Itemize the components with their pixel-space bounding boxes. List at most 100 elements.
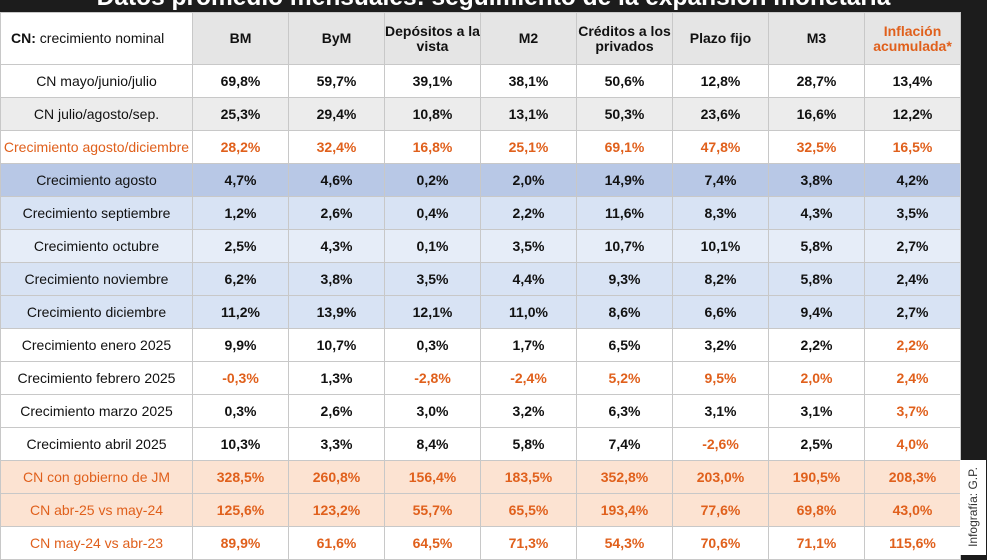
table-cell: 7,4% <box>576 427 673 461</box>
table-row: Crecimiento febrero 2025 -0,3% 1,3% -2,8% -2… <box>0 361 961 395</box>
table-row: CN abr-25 vs may-24 125,6% 123,2% 55,7% 65,5… <box>0 493 961 527</box>
table-cell: 2,7% <box>864 229 961 263</box>
table-cell: 10,7% <box>288 328 385 362</box>
table-cell: 3,8% <box>768 163 865 197</box>
table-cell: 3,8% <box>288 262 385 296</box>
col-header-m2: M2 <box>480 12 577 65</box>
table-row: Crecimiento abril 2025 10,3% 3,3% 8,4% 5,8% 7… <box>0 427 961 461</box>
monetary-table: CN: crecimiento nominal BM ByM Depósitos… <box>0 12 961 560</box>
table-row: Crecimiento agosto 4,7% 4,6% 0,2% 2,0% 14,9% 7… <box>0 163 961 197</box>
table-cell: 1,7% <box>480 328 577 362</box>
table-cell: 8,2% <box>672 262 769 296</box>
table-row: Crecimiento enero 2025 9,9% 10,7% 0,3% 1,7% 6… <box>0 328 961 362</box>
infografia-credit: Infografía: G.P. <box>966 467 980 547</box>
table-cell: 5,2% <box>576 361 673 395</box>
table-cell: 0,3% <box>384 328 481 362</box>
table-cell: 13,4% <box>864 64 961 98</box>
col-header-bym: ByM <box>288 12 385 65</box>
table-cell: 3,3% <box>288 427 385 461</box>
table-cell: 23,6% <box>672 97 769 131</box>
table-cell: 0,4% <box>384 196 481 230</box>
table-cell: 6,3% <box>576 394 673 428</box>
table-cell: 190,5% <box>768 460 865 494</box>
table-cell: 28,7% <box>768 64 865 98</box>
table-cell: 193,4% <box>576 493 673 527</box>
page-title: Datos promedio mensuales: seguimiento de… <box>10 0 977 12</box>
table-cell: 12,2% <box>864 97 961 131</box>
table-cell: 4,3% <box>768 196 865 230</box>
table-cell: 2,4% <box>864 361 961 395</box>
table-cell: 4,4% <box>480 262 577 296</box>
col-header-plazo-fijo: Plazo fijo <box>672 12 769 65</box>
row-label: Crecimiento enero 2025 <box>0 328 193 362</box>
table-cell: 6,5% <box>576 328 673 362</box>
table-cell: 2,6% <box>288 196 385 230</box>
table-cell: 9,5% <box>672 361 769 395</box>
table-cell: 3,0% <box>384 394 481 428</box>
table-cell: 2,5% <box>192 229 289 263</box>
table-cell: 71,3% <box>480 526 577 560</box>
table-cell: 2,2% <box>480 196 577 230</box>
table-row: CN julio/agosto/sep. 25,3% 29,4% 10,8% 13,1%… <box>0 97 961 131</box>
table-cell: 69,1% <box>576 130 673 164</box>
table-cell: 11,2% <box>192 295 289 329</box>
table-cell: 4,0% <box>864 427 961 461</box>
table-cell: 5,8% <box>768 229 865 263</box>
table-cell: 352,8% <box>576 460 673 494</box>
table-cell: 14,9% <box>576 163 673 197</box>
table-cell: 183,5% <box>480 460 577 494</box>
table-cell: 4,6% <box>288 163 385 197</box>
table-cell: 55,7% <box>384 493 481 527</box>
row-label: CN julio/agosto/sep. <box>0 97 193 131</box>
table-cell: 29,4% <box>288 97 385 131</box>
table-row: Crecimiento agosto/diciembre 28,2% 32,4% 16… <box>0 130 961 164</box>
table-row: Crecimiento noviembre 6,2% 3,8% 3,5% 4,4% 9,3… <box>0 262 961 296</box>
table-cell: 3,5% <box>480 229 577 263</box>
table-cell: 2,7% <box>864 295 961 329</box>
table-cell: 10,1% <box>672 229 769 263</box>
row-label: Crecimiento septiembre <box>0 196 193 230</box>
title-bar: Datos promedio mensuales: seguimiento de… <box>0 0 987 12</box>
table-cell: 32,4% <box>288 130 385 164</box>
table-cell: 3,2% <box>480 394 577 428</box>
table-cell: 2,2% <box>768 328 865 362</box>
table-cell: 123,2% <box>288 493 385 527</box>
table-cell: 2,5% <box>768 427 865 461</box>
table-cell: 7,4% <box>672 163 769 197</box>
table-cell: 208,3% <box>864 460 961 494</box>
table-cell: 13,9% <box>288 295 385 329</box>
table-cell: 43,0% <box>864 493 961 527</box>
row-label: CN abr-25 vs may-24 <box>0 493 193 527</box>
row-label: CN may-24 vs abr-23 <box>0 526 193 560</box>
table-cell: 2,0% <box>768 361 865 395</box>
row-label: Crecimiento marzo 2025 <box>0 394 193 428</box>
table-cell: 77,6% <box>672 493 769 527</box>
col-header-bm: BM <box>192 12 289 65</box>
table-cell: 3,5% <box>864 196 961 230</box>
table-cell: 28,2% <box>192 130 289 164</box>
table-cell: 59,7% <box>288 64 385 98</box>
row-label: Crecimiento agosto <box>0 163 193 197</box>
table-cell: 115,6% <box>864 526 961 560</box>
table-cell: 69,8% <box>192 64 289 98</box>
table-cell: -0,3% <box>192 361 289 395</box>
table-cell: 50,3% <box>576 97 673 131</box>
table-cell: 12,8% <box>672 64 769 98</box>
header-row: CN: crecimiento nominal BM ByM Depósitos… <box>0 12 961 65</box>
col-header-m3: M3 <box>768 12 865 65</box>
table-cell: 50,6% <box>576 64 673 98</box>
row-label: Crecimiento diciembre <box>0 295 193 329</box>
table-row: Crecimiento marzo 2025 0,3% 2,6% 3,0% 3,2% 6,… <box>0 394 961 428</box>
table-cell: 54,3% <box>576 526 673 560</box>
table-cell: 3,5% <box>384 262 481 296</box>
table-row: CN con gobierno de JM 328,5% 260,8% 156,4% 1… <box>0 460 961 494</box>
table-cell: 10,3% <box>192 427 289 461</box>
table-cell: 16,8% <box>384 130 481 164</box>
table-cell: 328,5% <box>192 460 289 494</box>
table-cell: 32,5% <box>768 130 865 164</box>
table-row: CN may-24 vs abr-23 89,9% 61,6% 64,5% 71,3% 5… <box>0 526 961 560</box>
table-cell: 3,2% <box>672 328 769 362</box>
table-cell: 125,6% <box>192 493 289 527</box>
table-cell: 39,1% <box>384 64 481 98</box>
table-cell: 65,5% <box>480 493 577 527</box>
